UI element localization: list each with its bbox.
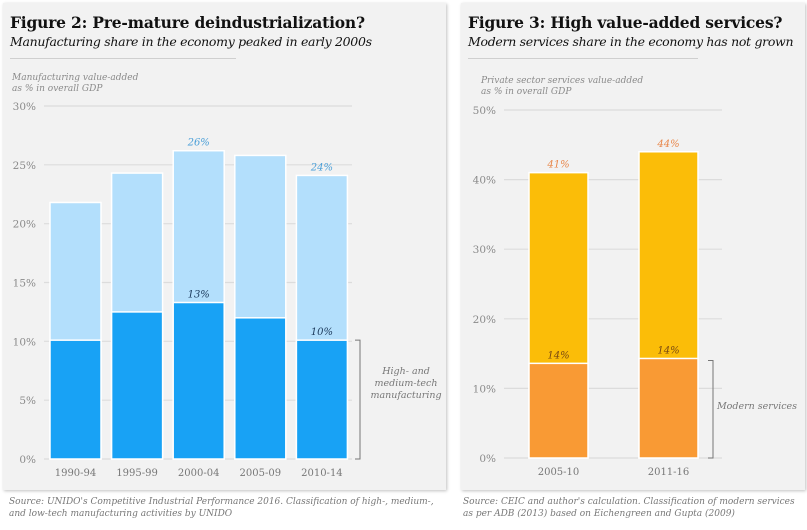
annotation-bracket xyxy=(708,360,714,459)
y-tick-label: 20% xyxy=(473,314,496,326)
figure-2-source: Source: UNIDO's Competitive Industrial P… xyxy=(9,496,434,520)
bar-segment-base xyxy=(528,362,589,459)
x-tick-label: 1995-99 xyxy=(116,468,158,479)
title-divider xyxy=(10,58,236,59)
source-line: and low-tech manufacturing activities by… xyxy=(9,509,233,519)
bar-segment-base xyxy=(49,339,102,460)
y-tick-label: 15% xyxy=(13,278,36,290)
figure-3-title: Figure 3: High value-added services? xyxy=(468,13,783,32)
bar-segment-base xyxy=(638,357,699,459)
source-line: Source: CEIC and author's calculation. C… xyxy=(463,497,795,507)
x-tick-label: 2005-09 xyxy=(240,468,282,479)
y-axis-label-line: as % in overall GDP xyxy=(12,84,103,94)
annotation-bracket xyxy=(355,339,361,460)
y-tick-label: 0% xyxy=(19,454,36,466)
y-tick-label: 5% xyxy=(19,395,36,407)
y-tick-label: 30% xyxy=(13,101,36,113)
y-tick-label: 25% xyxy=(13,160,36,172)
y-tick-label: 40% xyxy=(473,175,496,187)
data-label: 14% xyxy=(657,345,679,356)
bar-segment-base xyxy=(234,317,287,460)
y-tick-label: 10% xyxy=(13,336,36,348)
bar-segment-base xyxy=(295,339,349,460)
y-tick-label: 10% xyxy=(473,383,496,395)
x-tick-label: 2011-16 xyxy=(648,467,690,478)
figure-3-subtitle: Modern services share in the economy has… xyxy=(468,34,794,49)
x-tick-label: 2005-10 xyxy=(538,467,580,478)
x-tick-label: 1990-94 xyxy=(55,468,97,479)
annotation-label: manufacturing xyxy=(370,390,441,401)
annotation-label: Modern services xyxy=(716,401,797,412)
source-line: Source: UNIDO's Competitive Industrial P… xyxy=(9,497,434,507)
figure-3-source: Source: CEIC and author's calculation. C… xyxy=(463,496,795,520)
data-label: 14% xyxy=(547,350,569,361)
data-label: 44% xyxy=(656,139,679,150)
y-axis-label-line: Private sector services value-added xyxy=(481,76,644,86)
data-label: 26% xyxy=(187,138,210,149)
y-tick-label: 0% xyxy=(479,453,496,465)
figure-2-title: Figure 2: Pre-mature deindustrialization… xyxy=(10,13,365,32)
x-tick-label: 2010-14 xyxy=(301,468,343,479)
x-tick-label: 2000-04 xyxy=(178,468,220,479)
figure-2-subtitle: Manufacturing share in the economy peake… xyxy=(10,34,372,49)
data-label: 24% xyxy=(310,162,333,173)
y-tick-label: 30% xyxy=(473,244,496,256)
y-axis-label-line: Manufacturing value-added xyxy=(12,73,139,83)
figure-3-panel: Figure 3: High value-added services? Mod… xyxy=(461,3,805,490)
annotation-label: High- and xyxy=(381,366,430,377)
source-line: as per ADB (2013) based on Eichengreen a… xyxy=(463,509,735,519)
title-divider xyxy=(468,58,698,59)
data-label: 10% xyxy=(311,327,333,338)
y-axis-label-line: as % in overall GDP xyxy=(481,87,572,97)
data-label: 41% xyxy=(546,160,569,171)
y-tick-label: 50% xyxy=(473,105,496,117)
annotation-label: medium-tech xyxy=(375,378,438,389)
data-label: 13% xyxy=(188,290,210,301)
bar-segment-base xyxy=(172,301,225,460)
y-tick-label: 20% xyxy=(13,219,36,231)
bar-segment-base xyxy=(110,311,164,460)
y-axis-label: Manufacturing value-added as % in overal… xyxy=(12,73,138,95)
y-axis-label: Private sector services value-added as %… xyxy=(481,76,643,98)
